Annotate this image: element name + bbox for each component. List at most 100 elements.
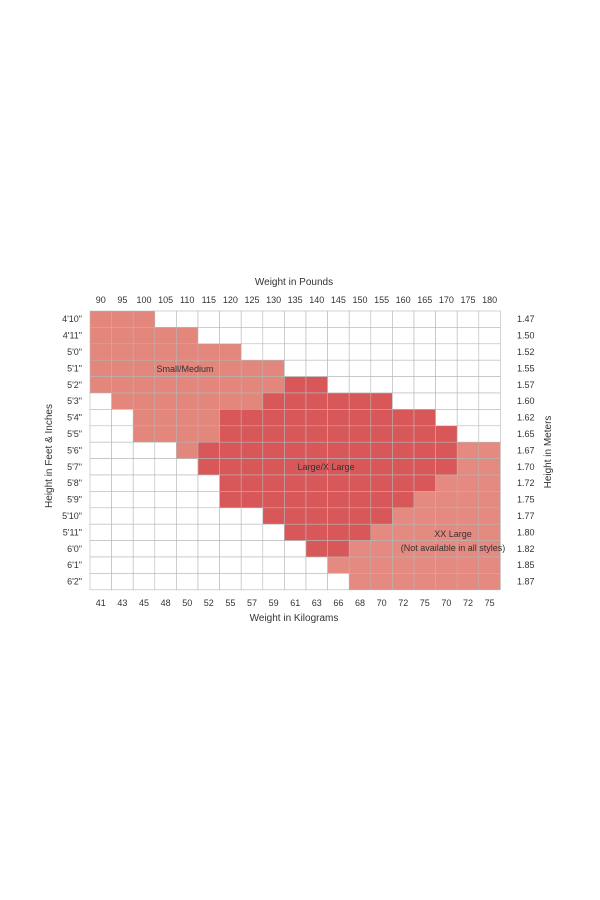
grid-cell — [89, 523, 112, 541]
height-ft-tick-label: 5'5" — [67, 429, 82, 439]
size-region-labels: Small/Medium Large/X Large XX Large (Not av… — [156, 364, 505, 553]
grid-cell — [176, 343, 199, 361]
grid-cell — [456, 327, 480, 345]
grid-cell — [348, 425, 372, 443]
grid-cell — [327, 474, 350, 492]
grid-cell — [305, 343, 328, 361]
grid-cell — [327, 409, 350, 427]
grid-cell — [305, 359, 328, 377]
grid-cell — [240, 556, 264, 574]
grid-cell — [478, 441, 501, 459]
grid-cell — [478, 507, 501, 525]
pound-tick-label: 180 — [482, 295, 497, 305]
grid-cell — [284, 392, 307, 410]
grid-cell — [348, 409, 372, 427]
grid-cell — [197, 474, 220, 492]
grid-cell — [327, 327, 350, 345]
grid-cell — [456, 310, 480, 328]
height-ft-tick-label: 5'0" — [67, 347, 82, 357]
axis-labels: 90 95 100 105 110 115 120 125 130 135 140 145 150 155… — [62, 295, 534, 608]
grid-cell — [132, 425, 156, 443]
grid-cell — [478, 425, 501, 443]
grid-cell — [154, 343, 177, 361]
grid-cell — [240, 507, 264, 525]
grid-cell — [176, 573, 199, 591]
grid-cell — [176, 540, 199, 558]
grid-cell — [305, 441, 328, 459]
grid-cell — [348, 491, 372, 509]
pound-tick-label: 170 — [439, 295, 454, 305]
grid-cell — [413, 310, 436, 328]
grid-cell — [219, 392, 242, 410]
height-ft-tick-label: 5'6" — [67, 445, 82, 455]
height-m-tick-label: 1.85 — [517, 560, 535, 570]
grid-cell — [478, 392, 501, 410]
grid-cell — [456, 556, 480, 574]
grid-cell — [327, 540, 350, 558]
height-ft-tick-label: 5'2" — [67, 380, 82, 390]
grid-cell — [111, 540, 134, 558]
grid-cell — [111, 392, 134, 410]
grid-cell — [348, 573, 372, 591]
grid-cell — [89, 556, 112, 574]
grid-cell — [132, 556, 156, 574]
grid-cell — [478, 376, 501, 394]
grid-cell — [305, 491, 328, 509]
grid-cell — [132, 573, 156, 591]
grid-cell — [392, 556, 415, 574]
grid-cell — [392, 310, 415, 328]
grid-cell — [262, 376, 285, 394]
height-ft-tick-label: 4'11" — [63, 331, 82, 341]
grid-cell — [111, 409, 134, 427]
grid-cell — [413, 491, 436, 509]
grid-cell — [327, 441, 350, 459]
grid-cell — [262, 507, 285, 525]
grid-cell — [219, 425, 242, 443]
grid-cell — [240, 392, 264, 410]
height-ft-tick-label: 6'0" — [67, 544, 82, 554]
grid-cell — [392, 441, 415, 459]
grid-cell — [111, 573, 134, 591]
grid-cell — [240, 376, 264, 394]
grid-cell — [197, 425, 220, 443]
grid-cell — [284, 327, 307, 345]
grid-cell — [327, 556, 350, 574]
grid-cell — [197, 523, 220, 541]
grid-cell — [327, 523, 350, 541]
grid-cell — [240, 458, 264, 476]
height-m-tick-label: 1.87 — [517, 577, 535, 587]
grid-cell — [305, 474, 328, 492]
height-m-tick-label: 1.67 — [517, 445, 535, 455]
grid-cell — [305, 392, 328, 410]
pound-tick-label: 135 — [288, 295, 303, 305]
grid-cell — [284, 540, 307, 558]
grid-cell — [197, 458, 220, 476]
grid-cell — [370, 409, 393, 427]
grid-cell — [413, 523, 436, 541]
pound-tick-label: 100 — [136, 295, 151, 305]
height-m-tick-label: 1.72 — [517, 478, 535, 488]
kilogram-tick-label: 75 — [485, 598, 495, 608]
grid-cell — [413, 409, 436, 427]
grid-cell — [111, 359, 134, 377]
grid-cell — [392, 392, 415, 410]
grid-cell — [154, 310, 177, 328]
grid-cell — [219, 359, 242, 377]
grid-cell — [413, 376, 436, 394]
grid-cell — [132, 458, 156, 476]
grid-cell — [111, 474, 134, 492]
grid-cell — [284, 343, 307, 361]
grid-cell — [370, 573, 393, 591]
grid-cell — [305, 425, 328, 443]
grid-cell — [219, 310, 242, 328]
height-m-tick-label: 1.77 — [517, 511, 535, 521]
grid-cell — [154, 409, 177, 427]
small-medium-label: Small/Medium — [156, 364, 213, 374]
height-ft-tick-label: 5'9" — [67, 495, 82, 505]
grid-cell — [262, 474, 285, 492]
grid-cell — [370, 392, 393, 410]
grid-cell — [413, 556, 436, 574]
grid-cell — [370, 491, 393, 509]
height-m-tick-label: 1.80 — [517, 527, 535, 537]
